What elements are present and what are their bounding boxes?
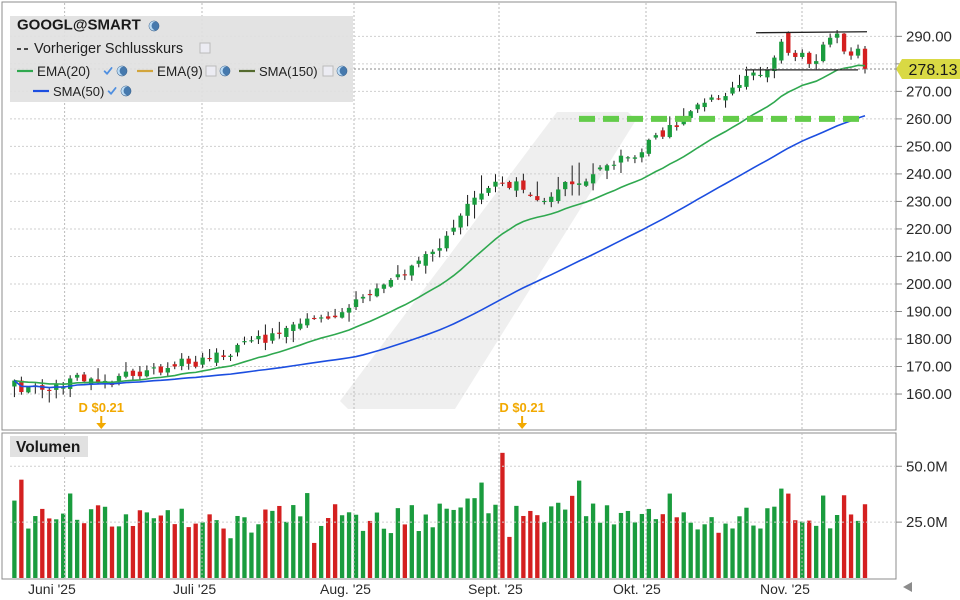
svg-text:190.00: 190.00 <box>906 303 952 320</box>
svg-text:260.00: 260.00 <box>906 111 952 128</box>
svg-text:Juli '25: Juli '25 <box>173 581 216 597</box>
svg-text:160.00: 160.00 <box>906 386 952 403</box>
svg-text:290.00: 290.00 <box>906 28 952 45</box>
svg-text:240.00: 240.00 <box>906 166 952 183</box>
svg-text:D $0.21: D $0.21 <box>499 400 545 415</box>
svg-text:180.00: 180.00 <box>906 331 952 348</box>
svg-text:EMA(9): EMA(9) <box>157 64 203 79</box>
svg-text:Vorheriger Schlusskurs: Vorheriger Schlusskurs <box>34 41 183 57</box>
svg-text:220.00: 220.00 <box>906 221 952 238</box>
svg-text:Sept. '25: Sept. '25 <box>468 581 523 597</box>
svg-text:250.00: 250.00 <box>906 138 952 155</box>
svg-text:Aug. '25: Aug. '25 <box>320 581 371 597</box>
svg-text:SMA(150): SMA(150) <box>259 64 318 79</box>
svg-text:200.00: 200.00 <box>906 276 952 293</box>
svg-text:25.0M: 25.0M <box>906 514 948 531</box>
svg-text:230.00: 230.00 <box>906 193 952 210</box>
svg-text:Juni '25: Juni '25 <box>28 581 76 597</box>
svg-text:SMA(50): SMA(50) <box>53 84 104 99</box>
svg-text:Volumen: Volumen <box>16 439 80 456</box>
svg-text:170.00: 170.00 <box>906 359 952 376</box>
svg-text:Nov. '25: Nov. '25 <box>760 581 810 597</box>
svg-text:210.00: 210.00 <box>906 248 952 265</box>
svg-text:278.13: 278.13 <box>909 62 958 79</box>
svg-text:270.00: 270.00 <box>906 83 952 100</box>
svg-text:D $0.21: D $0.21 <box>78 400 124 415</box>
svg-text:50.0M: 50.0M <box>906 458 948 475</box>
svg-text:GOOGL@SMART: GOOGL@SMART <box>17 17 141 34</box>
svg-text:EMA(20): EMA(20) <box>37 64 90 79</box>
svg-text:Okt. '25: Okt. '25 <box>613 581 661 597</box>
